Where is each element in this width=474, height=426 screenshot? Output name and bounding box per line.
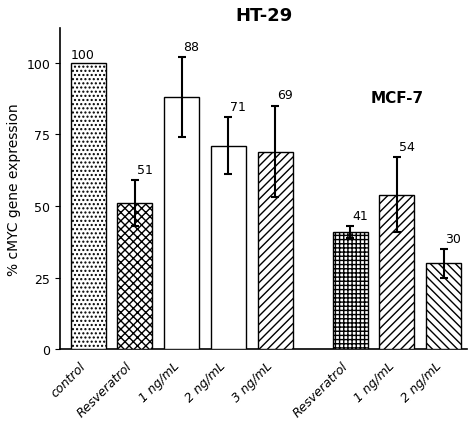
Text: 54: 54 bbox=[399, 141, 415, 154]
Y-axis label: % cMYC gene expression: % cMYC gene expression bbox=[7, 103, 21, 276]
Text: 30: 30 bbox=[446, 232, 461, 245]
Bar bbox=[211, 147, 246, 349]
Bar bbox=[71, 63, 106, 349]
Text: MCF-7: MCF-7 bbox=[370, 90, 423, 105]
Text: 100: 100 bbox=[70, 49, 94, 62]
Bar bbox=[118, 204, 153, 349]
Text: 41: 41 bbox=[352, 209, 368, 222]
Title: HT-29: HT-29 bbox=[235, 7, 292, 25]
Text: 51: 51 bbox=[137, 164, 153, 176]
Bar bbox=[426, 264, 461, 349]
Bar bbox=[379, 195, 414, 349]
Text: 71: 71 bbox=[230, 101, 246, 114]
Text: 88: 88 bbox=[183, 40, 200, 54]
Bar bbox=[258, 152, 293, 349]
Text: 69: 69 bbox=[277, 89, 293, 102]
Bar bbox=[333, 232, 368, 349]
Bar bbox=[164, 98, 199, 349]
